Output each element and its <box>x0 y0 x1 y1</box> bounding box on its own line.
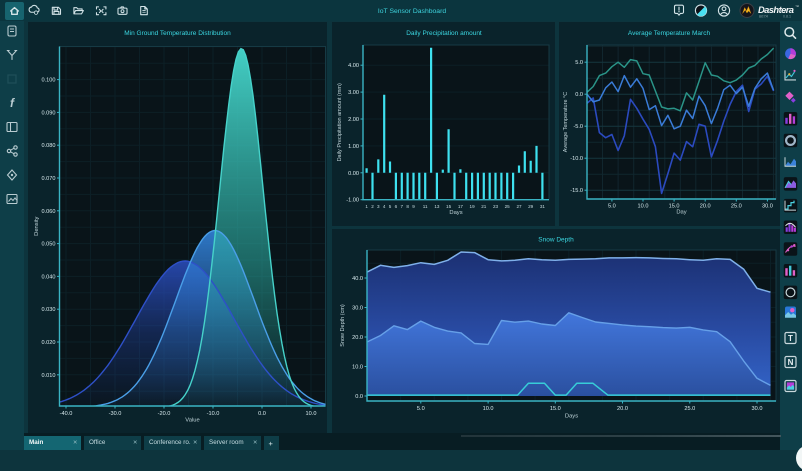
svg-text:8: 8 <box>406 204 409 209</box>
svg-text:™: ™ <box>795 4 799 9</box>
svg-text:T: T <box>788 334 793 343</box>
svg-text:Snow Depth: Snow Depth <box>538 237 574 244</box>
svg-text:0.00: 0.00 <box>348 171 359 177</box>
svg-text:30.0: 30.0 <box>352 306 363 312</box>
svg-text:0.020: 0.020 <box>42 340 56 346</box>
svg-text:Dashtera: Dashtera <box>758 4 794 15</box>
svg-text:Daily Precipitation amount (mm: Daily Precipitation amount (mm) <box>337 83 343 161</box>
svg-text:4.00: 4.00 <box>348 63 359 69</box>
svg-text:15.0: 15.0 <box>669 204 680 210</box>
svg-text:-5.0: -5.0 <box>573 124 583 130</box>
svg-text:3: 3 <box>377 204 380 209</box>
svg-text:-15.0: -15.0 <box>570 188 583 194</box>
svg-text:21: 21 <box>481 204 487 209</box>
svg-text:0.040: 0.040 <box>42 274 56 280</box>
svg-text:Daily Precipitation amount: Daily Precipitation amount <box>406 30 482 37</box>
svg-text:25.0: 25.0 <box>731 204 742 210</box>
svg-text:-10.0: -10.0 <box>207 411 220 417</box>
svg-text:7: 7 <box>401 204 404 209</box>
svg-text:f: f <box>10 96 15 110</box>
svg-text:15: 15 <box>446 204 452 209</box>
svg-text:1.00: 1.00 <box>348 144 359 150</box>
svg-text:10.0: 10.0 <box>483 406 494 412</box>
svg-text:0.010: 0.010 <box>42 373 56 379</box>
svg-text:-1.00: -1.00 <box>346 198 359 204</box>
svg-text:0.100: 0.100 <box>42 78 56 84</box>
svg-text:4: 4 <box>383 204 386 209</box>
svg-text:-10.0: -10.0 <box>570 156 583 162</box>
svg-text:10.0: 10.0 <box>352 365 363 371</box>
svg-text:0.070: 0.070 <box>42 176 56 182</box>
svg-text:20.0: 20.0 <box>617 406 628 412</box>
svg-text:6: 6 <box>395 204 398 209</box>
svg-text:Average Temperature March: Average Temperature March <box>628 30 711 37</box>
svg-text:0.090: 0.090 <box>42 110 56 116</box>
svg-text:0.060: 0.060 <box>42 209 56 215</box>
svg-text:2: 2 <box>371 204 374 209</box>
svg-text:15.0: 15.0 <box>550 406 561 412</box>
svg-text:0.030: 0.030 <box>42 307 56 313</box>
svg-text:27: 27 <box>516 204 522 209</box>
svg-text:2.00: 2.00 <box>348 117 359 123</box>
svg-text:29: 29 <box>528 204 534 209</box>
svg-text:0.050: 0.050 <box>42 242 56 248</box>
svg-text:20.0: 20.0 <box>700 204 711 210</box>
svg-text:30.0: 30.0 <box>752 406 763 412</box>
svg-text:0.0: 0.0 <box>355 394 363 400</box>
svg-text:5.0: 5.0 <box>575 60 583 66</box>
svg-text:23: 23 <box>493 204 499 209</box>
svg-text:0.080: 0.080 <box>42 143 56 149</box>
svg-text:Day: Day <box>676 210 686 216</box>
svg-text:0.0: 0.0 <box>258 411 266 417</box>
svg-text:31: 31 <box>540 204 546 209</box>
svg-text:Value: Value <box>185 418 199 424</box>
svg-text:25: 25 <box>505 204 511 209</box>
svg-text:Days: Days <box>565 414 578 420</box>
svg-text:Min Ground Temperature Distrib: Min Ground Temperature Distribution <box>124 30 231 37</box>
svg-text:Density: Density <box>34 216 40 235</box>
svg-text:25.0: 25.0 <box>684 406 695 412</box>
svg-text:-30.0: -30.0 <box>109 411 122 417</box>
svg-text:Days: Days <box>449 210 462 216</box>
svg-text:20.0: 20.0 <box>352 335 363 341</box>
svg-text:5.0: 5.0 <box>417 406 425 412</box>
svg-text:10.0: 10.0 <box>306 411 317 417</box>
svg-text:30.0: 30.0 <box>762 204 773 210</box>
svg-text:17: 17 <box>458 204 464 209</box>
svg-text:N: N <box>788 358 794 367</box>
svg-text:IoT Sensor Dashboard: IoT Sensor Dashboard <box>378 8 446 15</box>
svg-text:9: 9 <box>412 204 415 209</box>
svg-text:5.0: 5.0 <box>608 204 616 210</box>
svg-text:5: 5 <box>389 204 392 209</box>
svg-text:0.8.1: 0.8.1 <box>783 15 791 19</box>
svg-text:19: 19 <box>470 204 476 209</box>
svg-text:Snow Depth (cm): Snow Depth (cm) <box>340 304 346 347</box>
svg-text:3.00: 3.00 <box>348 90 359 96</box>
svg-text:0.0: 0.0 <box>575 92 583 98</box>
svg-text:1: 1 <box>365 204 368 209</box>
svg-text:-20.0: -20.0 <box>158 411 171 417</box>
svg-text:10.0: 10.0 <box>638 204 649 210</box>
svg-text:13: 13 <box>434 204 440 209</box>
svg-text:Average Temperature °C: Average Temperature °C <box>563 92 569 152</box>
svg-text:40.0: 40.0 <box>352 276 363 282</box>
svg-text:-40.0: -40.0 <box>60 411 73 417</box>
svg-text:BETA: BETA <box>759 15 769 19</box>
svg-text:11: 11 <box>423 204 428 209</box>
